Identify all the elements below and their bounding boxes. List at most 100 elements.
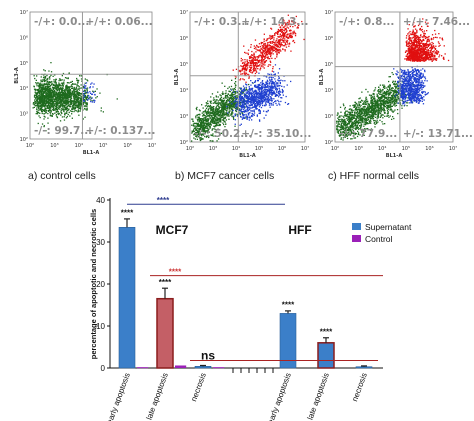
scatter-points [191,14,305,142]
x-category-label: late apoptosis [145,372,170,421]
quadrant-label-top-left: -/+: 0.0... [34,16,89,28]
y-tick-label: 30 [96,238,105,247]
bar-control [213,367,225,369]
x-tick-label: 10⁴ [378,146,386,152]
x-tick-label: 10⁷ [449,146,457,152]
x-tick-label: 10⁶ [123,143,131,149]
y-tick-label: 10⁴ [325,88,333,94]
quadrant-label-bottom-left: -/-: 50.2... [194,128,252,140]
scatter-panel-2: -/+: 0.3...+/+: 14.3... -/-: 50.2...+/-: … [174,10,311,182]
quadrant-label-bottom-left: -/-: 99.7... [34,125,92,137]
bar-supernatant [118,227,136,369]
group-label-mcf7: MCF7 [156,223,189,237]
significance-label-early: **** [157,196,170,205]
y-tick-label: 20 [96,280,105,289]
significance-label-late: **** [169,268,182,277]
y-tick-label: 10³ [20,112,28,118]
y-tick-label: 10⁶ [325,36,333,42]
x-tick-label: 10⁶ [425,146,433,152]
x-tick-label: 10⁴ [75,143,83,149]
scatter-panel-1: -/+: 0.0...+/+: 0.06... -/-: 99.7...+/-: … [14,10,156,182]
y-tick-label: 10⁵ [20,61,28,67]
y-axis-label: BL3-A [319,69,325,86]
x-tick-label: 10² [186,146,194,152]
quadrant-label-bottom-right: +/-: 0.137... [85,125,155,137]
y-tick-label: 10² [180,140,188,146]
significance-label: **** [320,327,333,336]
y-axis-label: BL3-A [174,69,180,86]
y-tick-label: 10⁶ [180,36,188,42]
y-tick-label: 10⁶ [20,35,28,41]
panel-caption: b) MCF7 cancer cells [175,170,274,182]
panel-caption: a) control cells [28,170,96,182]
y-tick-label: 10⁷ [325,10,333,16]
y-tick-label: 10 [96,322,105,331]
y-axis-label: BL3-A [14,67,20,84]
y-tick-label: 10⁴ [20,86,28,92]
x-tick-label: 10⁵ [255,146,263,152]
bar-supernatant [355,366,373,369]
bar-chart: 0 10 20 30 40 percentage of apoptotic and nec… [89,196,412,421]
x-tick-label: 10³ [50,143,58,149]
plot-frame [189,11,306,143]
y-tick-label: 10⁷ [20,10,28,16]
quadrant-label-top-left: -/+: 0.8... [339,16,394,28]
x-tick-label: 10⁷ [148,143,156,149]
y-tick-label: 10³ [325,114,333,120]
x-tick-label: 10³ [209,146,217,152]
x-category-label: early apoptosis [266,372,293,421]
significance-label: **** [159,278,172,287]
plot-frame [29,11,153,140]
quadrant-label-bottom-left: -/-: 77.9... [339,128,397,140]
group-label-hff: HFF [288,223,311,237]
x-tick-label: 10⁷ [301,146,309,152]
x-tick-label: 10³ [354,146,362,152]
bar-supernatant [279,313,297,369]
quadrant-label-top-right: +/+: 14.3... [241,16,308,28]
x-category-label: late apoptosis [306,372,331,421]
legend-swatch-control [352,235,361,242]
x-axis-label: BL1-A [386,153,403,159]
quadrant-label-bottom-right: +/-: 35.10... [241,128,311,140]
y-tick-label: 10³ [180,114,188,120]
y-tick-label: 10⁷ [180,10,188,16]
x-tick-label: 10⁵ [99,143,107,149]
significance-label-ns: ns [201,348,215,362]
bar-supernatant [194,366,212,369]
y-tick-label: 10⁴ [180,88,188,94]
quadrant-label-top-left: -/+: 0.3... [194,16,249,28]
quadrant-label-bottom-right: +/-: 13.71... [403,128,473,140]
x-axis-label: BL1-A [239,153,256,159]
x-category-label: necrosis [350,372,369,403]
panel-caption: c) HFF normal cells [328,170,419,182]
y-axis-title: percentage of apoptotic and necrotic cel… [89,209,98,359]
y-tick-label: 0 [101,364,106,373]
bar-control [175,365,187,368]
legend-label-control: Control [365,234,393,244]
x-tick-label: 10⁶ [278,146,286,152]
legend: Supernatant Control [352,222,412,244]
y-tick-label: 40 [96,196,105,205]
quadrant-label-top-right: +/+: 0.06... [85,16,152,28]
bar-supernatant [317,342,335,369]
x-axis-label: BL1-A [83,150,100,156]
significance-label: **** [282,301,295,310]
legend-swatch-supernatant [352,223,361,230]
bar-supernatant [156,297,174,369]
x-tick-label: 10² [26,143,34,149]
bar-control [137,367,149,369]
y-tick-label: 10⁵ [180,62,188,68]
y-tick-label: 10² [20,137,28,143]
x-category-label: early apoptosis [105,372,132,421]
y-tick-label: 10⁵ [325,62,333,68]
x-tick-label: 10⁵ [402,146,410,152]
x-tick-label: 10² [331,146,339,152]
x-tick-label: 10⁴ [232,146,240,152]
x-category-label: necrosis [189,372,208,403]
scatter-points [32,62,118,132]
y-tick-label: 10² [325,140,333,146]
quadrant-label-top-right: +/+: 7.46... [403,16,470,28]
significance-label: **** [121,209,134,218]
scatter-panel-3: -/+: 0.8... +/+: 7.46... -/-: 77.9... +/-: … [319,10,473,182]
